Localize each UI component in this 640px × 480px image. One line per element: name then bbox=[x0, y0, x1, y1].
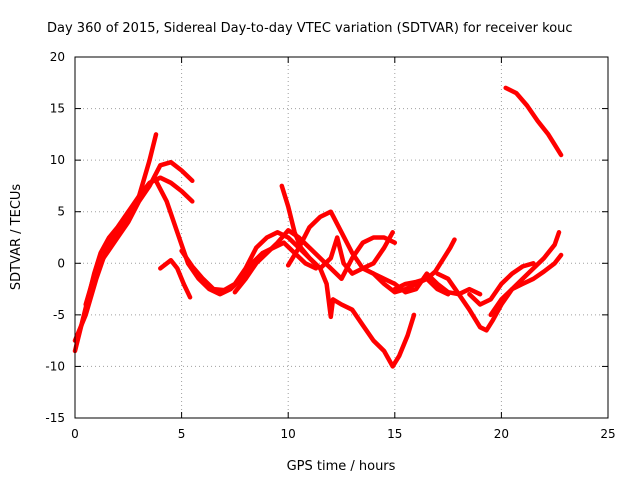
y-tick-label: -5 bbox=[53, 308, 65, 322]
x-tick-label: 5 bbox=[178, 427, 186, 441]
series-line-3 bbox=[83, 159, 195, 307]
grid bbox=[75, 57, 608, 418]
y-tick-labels: -15 -10 -5 0 5 10 15 20 bbox=[45, 50, 65, 425]
chart-title: Day 360 of 2015, Sidereal Day-to-day VTE… bbox=[47, 21, 573, 36]
y-axis-label: SDTVAR / TECUs bbox=[9, 184, 24, 291]
series-line-14 bbox=[488, 252, 564, 318]
x-tick-label: 15 bbox=[387, 427, 402, 441]
series-line-15 bbox=[503, 85, 564, 158]
x-tick-labels: 0 5 10 15 20 25 bbox=[71, 427, 615, 441]
y-tick-label: 5 bbox=[57, 205, 65, 219]
y-tick-label: 10 bbox=[50, 153, 65, 167]
axis-ticks bbox=[74, 56, 609, 419]
y-tick-label: 15 bbox=[50, 102, 65, 116]
series-line-11 bbox=[392, 237, 457, 292]
series-line-13 bbox=[467, 261, 536, 307]
y-tick-label: 0 bbox=[57, 256, 65, 270]
series-line-7 bbox=[232, 228, 398, 295]
series-line-5 bbox=[158, 257, 193, 300]
x-tick-label: 25 bbox=[600, 427, 615, 441]
y-tick-label: 20 bbox=[50, 50, 65, 64]
series-line-12 bbox=[435, 230, 562, 333]
x-axis-label: GPS time / hours bbox=[287, 459, 396, 474]
series-line-8 bbox=[279, 183, 417, 369]
x-tick-label: 20 bbox=[494, 427, 509, 441]
series-line-2 bbox=[72, 132, 159, 343]
plot-frame bbox=[74, 56, 609, 419]
x-tick-label: 0 bbox=[71, 427, 79, 441]
y-tick-label: -15 bbox=[45, 411, 65, 425]
series-line-6 bbox=[179, 230, 395, 293]
x-tick-label: 10 bbox=[281, 427, 296, 441]
y-tick-label: -10 bbox=[45, 359, 65, 373]
series-group bbox=[72, 85, 564, 369]
